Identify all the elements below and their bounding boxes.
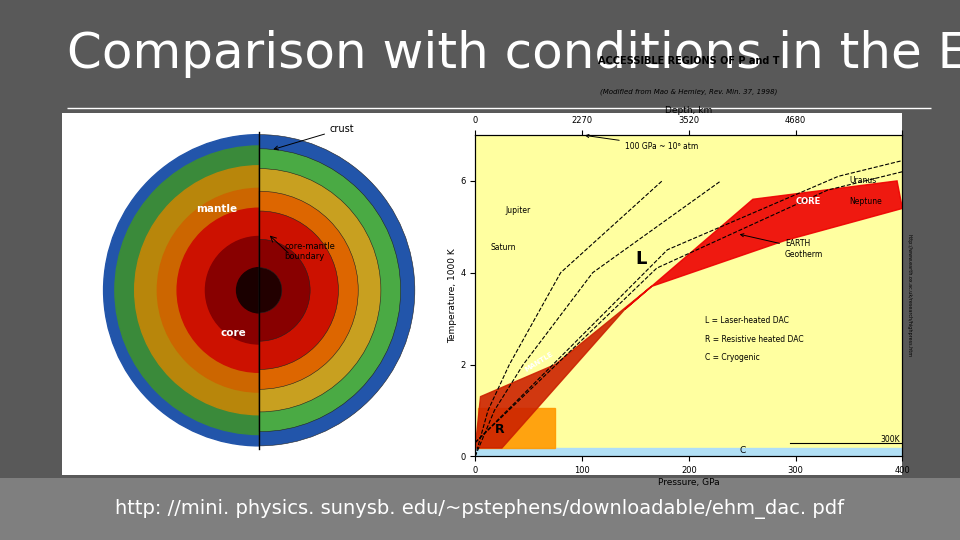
Text: L: L: [636, 249, 647, 267]
Wedge shape: [259, 268, 282, 313]
Text: http://www.earth.ox.ac.uk/research/highpress.htm: http://www.earth.ox.ac.uk/research/highp…: [906, 234, 912, 357]
Circle shape: [115, 146, 403, 435]
Circle shape: [104, 134, 415, 446]
Bar: [0, 478, 960, 540]
Text: C = Cryogenic: C = Cryogenic: [705, 353, 759, 362]
Text: C: C: [739, 446, 745, 455]
Text: core: core: [221, 328, 247, 338]
Text: ACCESSIBLE REGIONS OF P and T: ACCESSIBLE REGIONS OF P and T: [598, 56, 780, 66]
Circle shape: [236, 268, 282, 313]
Text: MANTLE: MANTLE: [524, 350, 555, 373]
Text: 100 GPa ~ 10⁶ atm: 100 GPa ~ 10⁶ atm: [586, 134, 698, 151]
Text: L = Laser-heated DAC: L = Laser-heated DAC: [705, 316, 789, 325]
Text: Neptune: Neptune: [849, 197, 881, 206]
Text: CORE: CORE: [796, 197, 821, 206]
Text: crust: crust: [275, 124, 354, 150]
Circle shape: [134, 166, 384, 415]
Y-axis label: Temperature, 1000 K: Temperature, 1000 K: [448, 248, 457, 343]
Wedge shape: [259, 211, 339, 369]
Circle shape: [178, 208, 341, 372]
Wedge shape: [259, 191, 358, 389]
Circle shape: [157, 188, 361, 392]
Text: 300K: 300K: [880, 435, 900, 444]
Bar: [62, 113, 902, 475]
Text: mantle: mantle: [196, 205, 237, 214]
Wedge shape: [259, 148, 400, 432]
Text: R = Resistive heated DAC: R = Resistive heated DAC: [705, 335, 804, 343]
Text: Comparison with conditions in the Earth: Comparison with conditions in the Earth: [67, 30, 960, 78]
Polygon shape: [478, 408, 555, 448]
Text: Uranus: Uranus: [849, 176, 876, 185]
Text: core-mantle
boundary: core-mantle boundary: [285, 242, 336, 261]
Text: (Modified from Mao & Hemley, Rev. Min. 37, 1998): (Modified from Mao & Hemley, Rev. Min. 3…: [600, 88, 778, 94]
Text: http: //mini. physics. sunysb. edu/~pstephens/downloadable/ehm_dac. pdf: http: //mini. physics. sunysb. edu/~pste…: [115, 499, 845, 519]
X-axis label: Depth, km: Depth, km: [665, 106, 712, 116]
Text: Jupiter: Jupiter: [505, 206, 530, 215]
X-axis label: Pressure, GPa: Pressure, GPa: [658, 478, 720, 487]
Polygon shape: [475, 286, 652, 448]
Text: EARTH
Geotherm: EARTH Geotherm: [740, 234, 823, 259]
Polygon shape: [475, 448, 902, 456]
Wedge shape: [259, 168, 381, 412]
Wedge shape: [259, 239, 310, 341]
Text: Saturn: Saturn: [491, 243, 516, 252]
Text: R: R: [494, 423, 504, 436]
Circle shape: [205, 237, 313, 344]
Bar: [259, 106, 444, 474]
Wedge shape: [259, 134, 415, 446]
Polygon shape: [625, 181, 902, 309]
